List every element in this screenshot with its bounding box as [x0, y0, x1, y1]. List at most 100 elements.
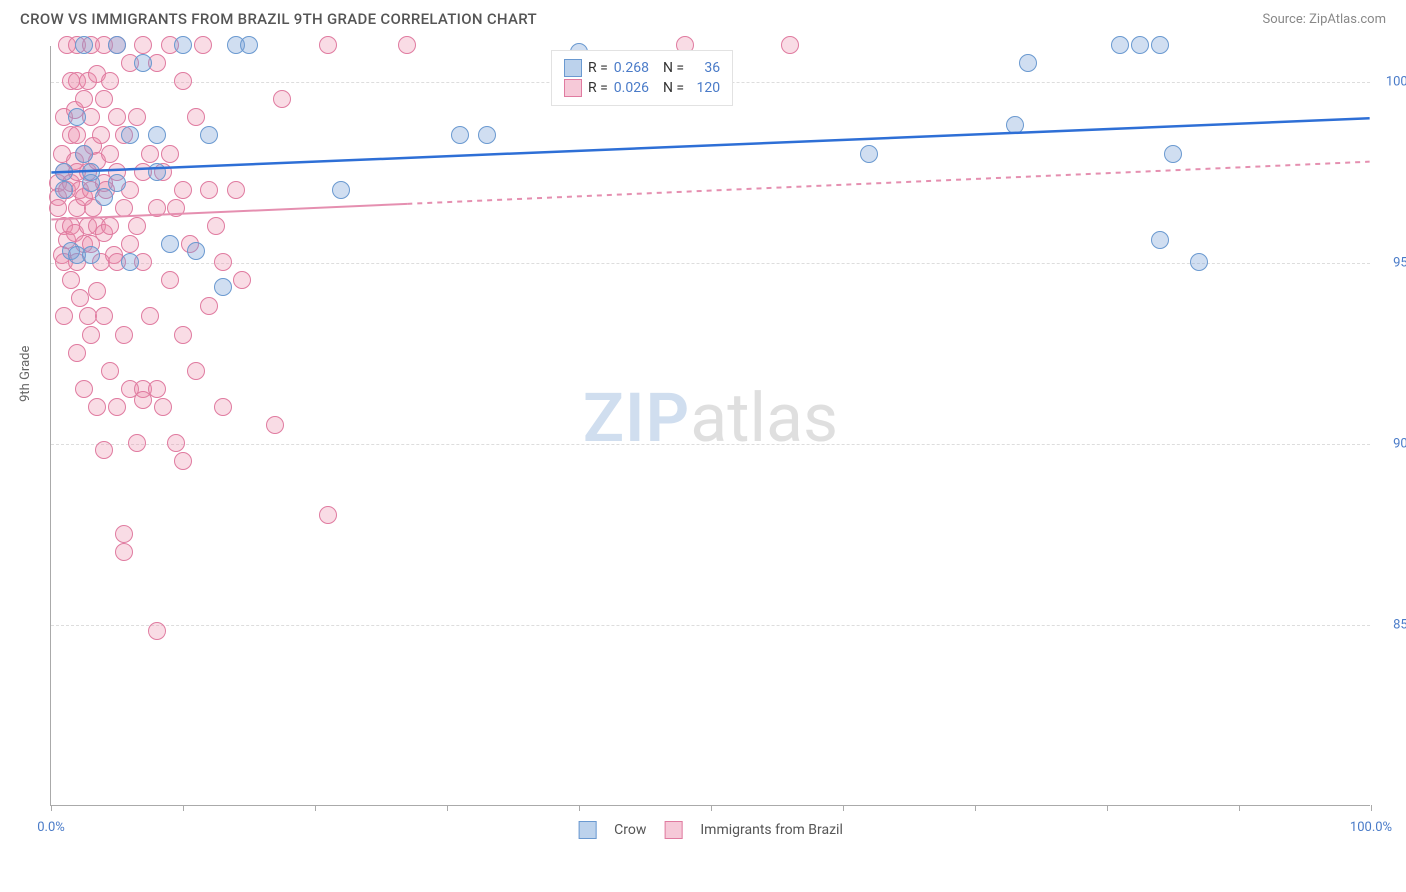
- scatter-point: [174, 326, 192, 344]
- scatter-point: [398, 36, 416, 54]
- scatter-point: [1131, 36, 1149, 54]
- scatter-point: [134, 54, 152, 72]
- scatter-point: [108, 174, 126, 192]
- scatter-point: [62, 271, 80, 289]
- scatter-point: [108, 108, 126, 126]
- legend-r-value-crow: 0.268: [614, 60, 649, 76]
- y-tick-label: 85.0%: [1376, 618, 1406, 633]
- gridline: [51, 625, 1370, 626]
- scatter-point: [128, 217, 146, 235]
- scatter-point: [148, 126, 166, 144]
- legend-label-crow: Crow: [614, 822, 646, 838]
- scatter-point: [88, 398, 106, 416]
- scatter-point: [187, 242, 205, 260]
- scatter-point: [82, 326, 100, 344]
- scatter-point: [128, 108, 146, 126]
- y-axis-label: 9th Grade: [18, 346, 33, 402]
- x-tick: [1107, 805, 1108, 811]
- scatter-point: [174, 72, 192, 90]
- legend-r-value-brazil: 0.026: [614, 80, 649, 96]
- scatter-point: [55, 163, 73, 181]
- scatter-point: [174, 181, 192, 199]
- scatter-point: [174, 36, 192, 54]
- scatter-point: [101, 72, 119, 90]
- scatter-point: [1164, 145, 1182, 163]
- scatter-point: [101, 145, 119, 163]
- x-tick: [975, 805, 976, 811]
- scatter-point: [95, 188, 113, 206]
- scatter-point: [478, 126, 496, 144]
- scatter-point: [319, 506, 337, 524]
- scatter-point: [134, 36, 152, 54]
- scatter-point: [1151, 36, 1169, 54]
- scatter-point: [108, 398, 126, 416]
- scatter-point: [88, 282, 106, 300]
- scatter-point: [128, 434, 146, 452]
- scatter-point: [75, 90, 93, 108]
- scatter-point: [200, 126, 218, 144]
- scatter-point: [167, 434, 185, 452]
- scatter-point: [141, 145, 159, 163]
- scatter-point: [49, 199, 67, 217]
- scatter-point: [214, 278, 232, 296]
- scatter-point: [1151, 231, 1169, 249]
- scatter-point: [82, 163, 100, 181]
- scatter-point: [1019, 54, 1037, 72]
- scatter-point: [95, 307, 113, 325]
- legend-swatch-brazil-bottom: [664, 821, 682, 839]
- scatter-point: [71, 289, 89, 307]
- legend-r-label: R =: [588, 80, 608, 96]
- scatter-point: [161, 145, 179, 163]
- scatter-point: [1190, 253, 1208, 271]
- scatter-point: [187, 108, 205, 126]
- x-tick: [51, 805, 52, 811]
- scatter-point: [82, 246, 100, 264]
- scatter-point: [115, 326, 133, 344]
- scatter-point: [187, 362, 205, 380]
- scatter-point: [55, 181, 73, 199]
- scatter-point: [214, 253, 232, 271]
- legend-n-label: N =: [663, 60, 684, 76]
- scatter-point: [68, 344, 86, 362]
- scatter-point: [451, 126, 469, 144]
- x-tick: [183, 805, 184, 811]
- x-tick-label: 0.0%: [37, 820, 65, 835]
- scatter-point: [95, 441, 113, 459]
- legend-label-brazil: Immigrants from Brazil: [700, 822, 843, 838]
- scatter-point: [200, 297, 218, 315]
- scatter-point: [233, 271, 251, 289]
- scatter-point: [1111, 36, 1129, 54]
- x-tick: [711, 805, 712, 811]
- scatter-point: [141, 307, 159, 325]
- scatter-point: [55, 307, 73, 325]
- scatter-point: [121, 235, 139, 253]
- legend-swatch-crow: [564, 59, 582, 77]
- chart-plot-area: ZIPatlas R = 0.268 N = 36 R = 0.026 N = …: [50, 46, 1370, 806]
- gridline: [51, 263, 1370, 264]
- x-tick: [315, 805, 316, 811]
- scatter-point: [95, 90, 113, 108]
- legend-row-crow: R = 0.268 N = 36: [564, 59, 720, 77]
- y-tick-label: 95.0%: [1376, 256, 1406, 271]
- legend-r-label: R =: [588, 60, 608, 76]
- scatter-point: [319, 36, 337, 54]
- watermark-logo: ZIPatlas: [583, 378, 838, 458]
- scatter-point: [75, 380, 93, 398]
- gridline: [51, 444, 1370, 445]
- scatter-point: [273, 90, 291, 108]
- scatter-point: [167, 199, 185, 217]
- scatter-point: [121, 126, 139, 144]
- scatter-point: [121, 253, 139, 271]
- scatter-point: [332, 181, 350, 199]
- scatter-point: [200, 181, 218, 199]
- scatter-point: [148, 163, 166, 181]
- scatter-point: [1006, 116, 1024, 134]
- scatter-point: [68, 108, 86, 126]
- legend-n-value-brazil: 120: [690, 80, 720, 96]
- scatter-point: [101, 217, 119, 235]
- x-tick: [843, 805, 844, 811]
- scatter-point: [214, 398, 232, 416]
- scatter-point: [860, 145, 878, 163]
- scatter-point: [161, 271, 179, 289]
- watermark-part1: ZIP: [583, 378, 690, 458]
